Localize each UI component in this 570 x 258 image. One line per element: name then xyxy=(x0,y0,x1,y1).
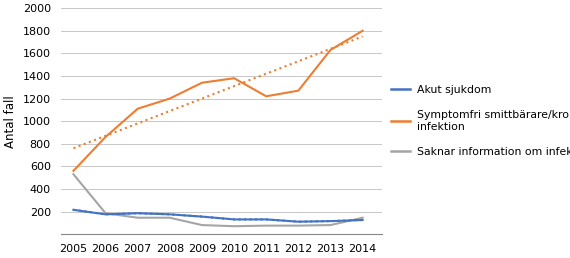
Y-axis label: Antal fall: Antal fall xyxy=(4,95,17,148)
Legend: Akut sjukdom, Symptomfri smittbärare/kronisk
infektion, Saknar information om in: Akut sjukdom, Symptomfri smittbärare/kro… xyxy=(390,85,570,157)
